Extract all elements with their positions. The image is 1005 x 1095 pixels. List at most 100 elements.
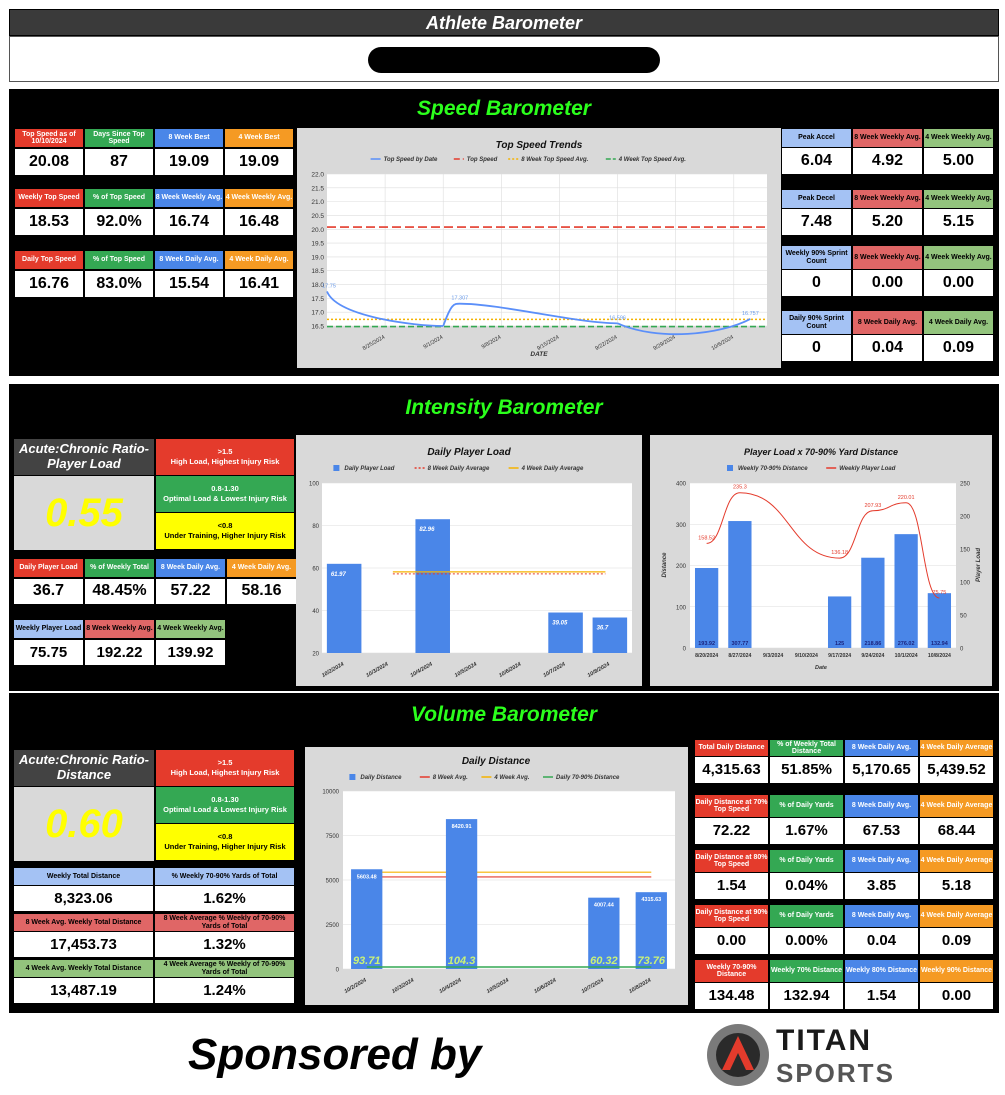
stat-label: 4 Week Weekly Avg. xyxy=(924,246,993,269)
x-tick-label: 10/6/2024 xyxy=(711,335,735,352)
legend-label: Daily Distance xyxy=(360,775,402,781)
stat-label: 4 Week Daily Average xyxy=(920,795,993,817)
stat-value: 5,170.65 xyxy=(845,757,918,783)
stat-value: 1.32% xyxy=(155,932,294,957)
volume-title: Volume Barometer xyxy=(411,703,597,726)
y2-axis-label: Player Load xyxy=(976,548,982,582)
y-tick-label: 20.5 xyxy=(311,213,324,220)
chart-title: Daily Distance xyxy=(462,756,531,767)
y2-tick-label: 0 xyxy=(960,647,964,653)
risk-text: High Load, Highest Injury Risk xyxy=(170,768,280,777)
risk-text: Optimal Load & Lowest Injury Risk xyxy=(163,494,287,503)
stat-label: Total Daily Distance xyxy=(695,740,768,756)
stat-label: Weekly 70-90% Distance xyxy=(695,960,768,982)
stat-value: 0.00 xyxy=(920,983,993,1009)
redacted-name xyxy=(368,47,660,73)
bar xyxy=(894,534,918,648)
stat-value: 16.74 xyxy=(155,209,223,235)
risk-text: Under Training, Higher Injury Risk xyxy=(164,842,286,851)
daily-distance-chart: Daily Distance Daily Distance 8 Week Avg. 4… xyxy=(305,747,688,1005)
stat-value: 5,439.52 xyxy=(920,757,993,783)
y-tick-label: 10000 xyxy=(322,790,339,796)
x-tick-label: 10/1/2024 xyxy=(895,653,918,659)
y-tick-label: 100 xyxy=(309,482,320,488)
stat-value: 16.41 xyxy=(225,271,293,297)
y-tick-label: 20 xyxy=(312,652,319,658)
legend-swatch xyxy=(727,465,733,471)
stat-value: 0.04 xyxy=(853,335,922,361)
x-tick-label: 9/15/2024 xyxy=(536,335,560,352)
stat-label: 4 Week Avg. Weekly Total Distance xyxy=(14,960,153,977)
stat-label: % of Weekly Total Distance xyxy=(770,740,843,756)
risk-text: High Load, Highest Injury Risk xyxy=(170,457,280,466)
stat-value: 92.0% xyxy=(85,209,153,235)
bar xyxy=(694,568,719,648)
bar xyxy=(861,557,885,648)
stat-label: Weekly 90% Distance xyxy=(920,960,993,982)
bar xyxy=(588,897,620,969)
y-tick-label: 21.5 xyxy=(311,185,324,192)
acr-label: Acute:Chronic Ratio- Distance xyxy=(14,750,154,786)
sponsored-by-text: Sponsored by xyxy=(188,1030,482,1079)
y-tick-label: 18.5 xyxy=(311,268,324,275)
player-load-line xyxy=(706,492,940,599)
stat-value: 51.85% xyxy=(770,757,843,783)
stat-value: 0.09 xyxy=(920,928,993,954)
stat-label: % of Daily Yards xyxy=(770,905,843,927)
stat-value: 16.48 xyxy=(225,209,293,235)
x-tick-label: 10/5/2024 xyxy=(486,978,510,995)
x-tick-label: 9/29/2024 xyxy=(652,335,676,352)
stat-label: 8 Week Avg. Weekly Total Distance xyxy=(14,914,153,931)
bar-value-label: 61.97 xyxy=(331,572,347,578)
x-tick-label: 9/22/2024 xyxy=(594,335,618,352)
risk-range: <0.8 xyxy=(217,520,233,530)
stat-value: 19.09 xyxy=(225,149,293,175)
bar xyxy=(635,892,667,969)
stat-label: % Weekly 70-90% Yards of Total xyxy=(155,868,294,885)
risk-band: <0.8 Under Training, Higher Injury Risk xyxy=(156,513,294,549)
stat-value: 132.94 xyxy=(770,983,843,1009)
y-tick-label: 300 xyxy=(676,523,687,529)
stat-value: 0.00 xyxy=(695,928,768,954)
stat-value: 134.48 xyxy=(695,983,768,1009)
legend-swatch xyxy=(349,774,356,780)
inner-value-label: 93.71 xyxy=(353,955,381,967)
x-tick-label: 9/24/2024 xyxy=(861,653,884,659)
stat-value: 17,453.73 xyxy=(14,932,153,957)
bar-value-label: 193.92 xyxy=(698,641,715,647)
stat-value: 139.92 xyxy=(156,640,225,665)
stat-value: 19.09 xyxy=(155,149,223,175)
legend-label: 8 Week Daily Average xyxy=(428,466,490,472)
x-tick-label: 10/7/2024 xyxy=(542,662,566,679)
stat-label: Peak Accel xyxy=(782,129,851,147)
stat-label: 4 Week Daily Average xyxy=(920,905,993,927)
stat-value: 192.22 xyxy=(85,640,154,665)
stat-label: 8 Week Daily Avg. xyxy=(156,559,225,577)
bar xyxy=(548,612,583,653)
legend-label: 8 Week Avg. xyxy=(433,775,468,781)
stat-value: 48.45% xyxy=(85,579,154,604)
y-tick-label: 0 xyxy=(336,968,340,974)
y-tick-label: 2500 xyxy=(326,923,340,929)
logo-line1: TITAN xyxy=(776,1024,872,1057)
stat-label: Daily Distance at 70% Top Speed xyxy=(695,795,768,817)
x-tick-label: 8/20/2024 xyxy=(695,653,718,659)
legend-label: 4 Week Avg. xyxy=(493,775,529,781)
stat-value: 5.00 xyxy=(924,148,993,174)
x-tick-label: 10/8/2024 xyxy=(628,978,652,995)
stat-value: 75.75 xyxy=(14,640,83,665)
acr-value: 0.55 xyxy=(14,476,154,550)
stat-value: 3.85 xyxy=(845,873,918,899)
x-tick-label: 9/10/2024 xyxy=(795,653,818,659)
y2-tick-label: 100 xyxy=(960,581,971,587)
titan-sports-logo: TITAN SPORTS xyxy=(706,1020,946,1090)
intensity-panel: Intensity Barometer Daily Player Load Dai… xyxy=(9,384,999,691)
stat-label: Weekly Top Speed xyxy=(15,189,83,207)
bar-value-label: 218.86 xyxy=(864,641,881,647)
x-tick-label: 10/3/2024 xyxy=(365,662,389,679)
y-axis-label: Distance xyxy=(662,552,668,578)
line-point-label: 220.01 xyxy=(898,495,915,501)
stat-value: 5.15 xyxy=(924,209,993,235)
bar xyxy=(728,521,752,648)
risk-text: Optimal Load & Lowest Injury Risk xyxy=(163,805,287,814)
